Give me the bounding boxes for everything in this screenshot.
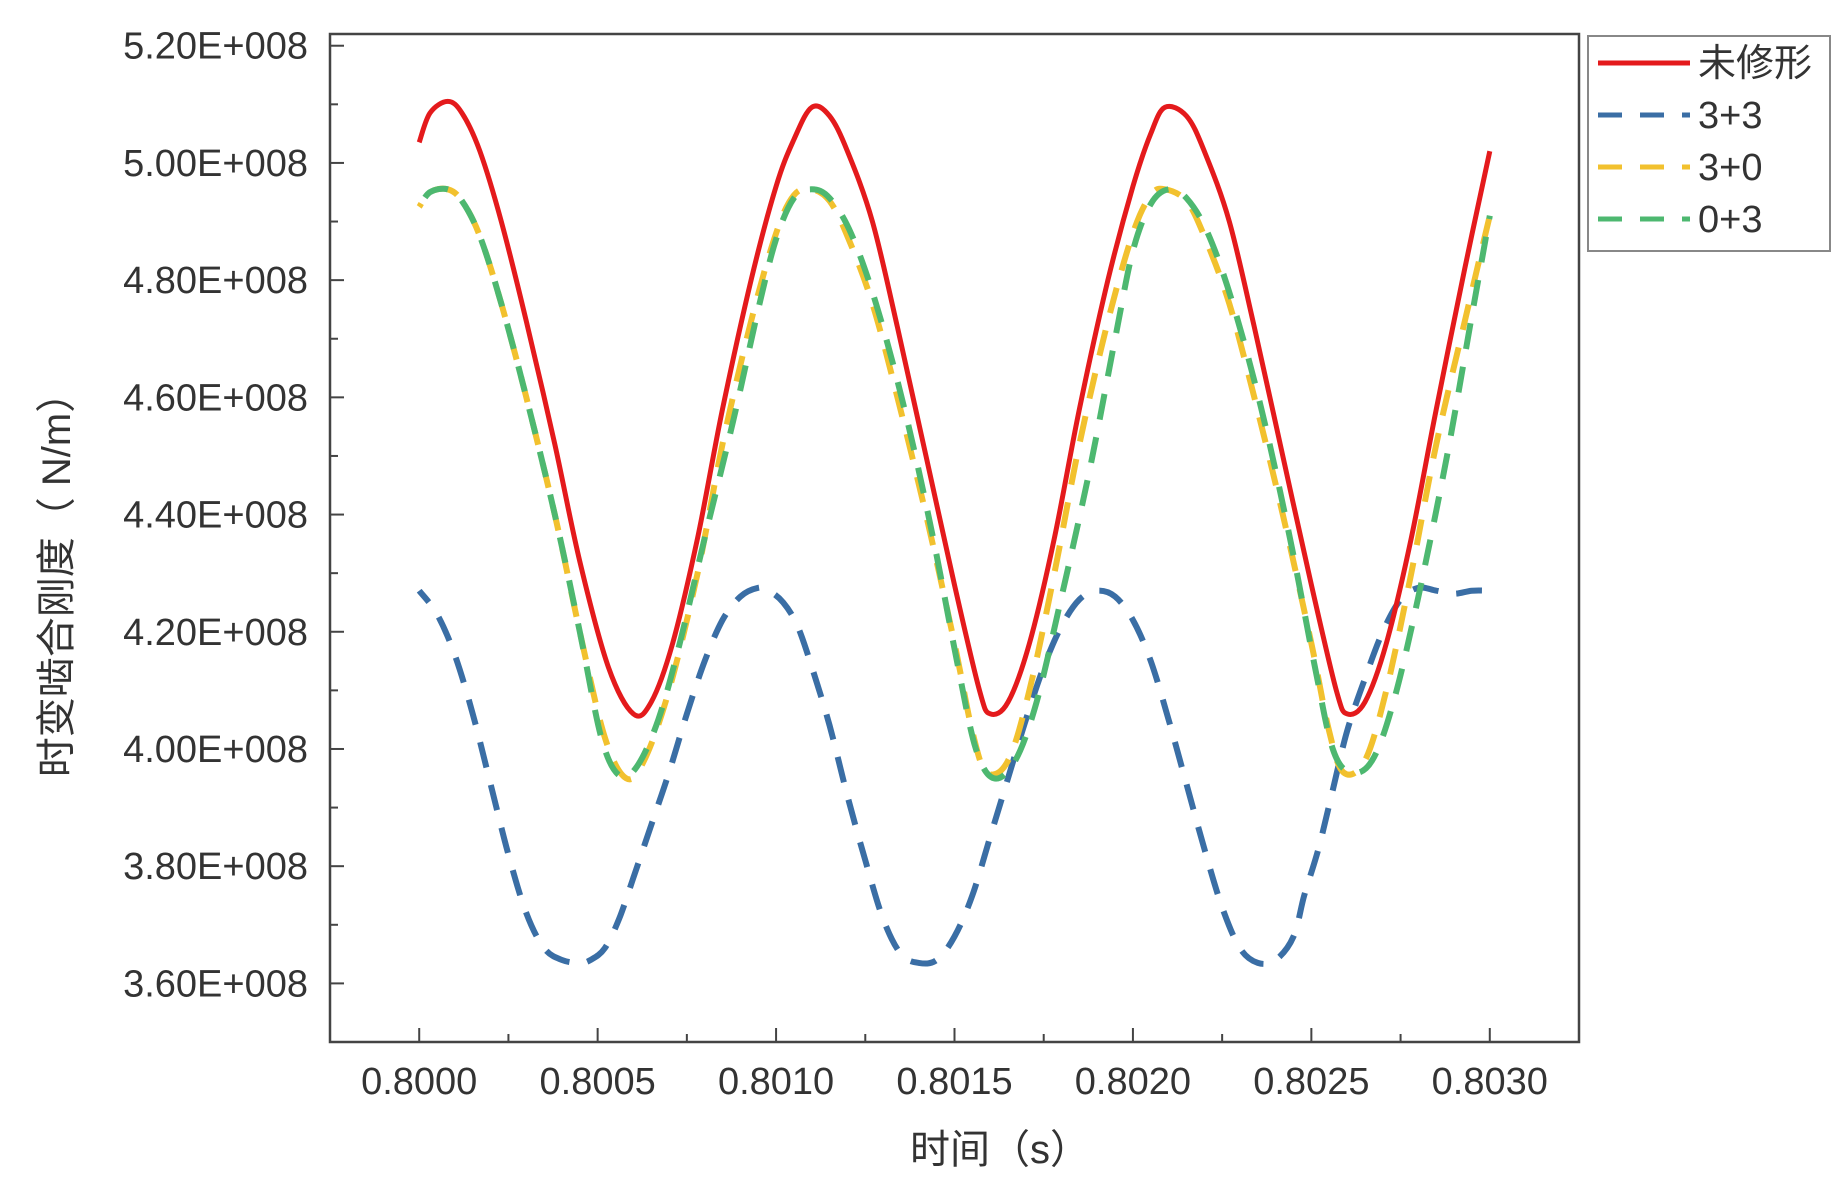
y-tick-label: 4.20E+008 [123,612,308,654]
x-axis-title: 时间（s） [910,1128,1090,1172]
x-tick-label: 0.8005 [540,1061,656,1103]
legend: 未修形 3+3 3+0 0+3 [1587,35,1831,252]
legend-label-3: 3+0 [1698,147,1762,189]
series-line-1 [416,98,1493,719]
y-tick-label: 3.60E+008 [123,963,308,1005]
y-tick-label: 3.80E+008 [123,846,308,888]
series-line-4 [416,185,1493,782]
y-tick-label: 4.80E+008 [123,260,308,302]
x-tick-label: 0.8010 [718,1061,834,1103]
legend-label-4: 0+3 [1698,199,1762,241]
series-line-2 [416,584,1490,967]
x-tick-label: 0.8025 [1253,1061,1369,1103]
x-axis-tick-labels: 0.8000 0.8005 0.8010 0.8015 0.8020 0.8025 0.80… [361,1061,1548,1103]
series-line-3 [416,185,1493,783]
y-tick-label: 5.20E+008 [123,26,308,68]
y-axis-ticks [330,44,344,985]
y-tick-label: 4.40E+008 [123,495,308,537]
legend-frame [1587,35,1831,252]
x-tick-label: 0.8000 [361,1061,477,1103]
y-tick-label: 4.60E+008 [123,377,308,419]
y-axis-tick-labels: 3.60E+008 3.80E+008 4.00E+008 4.20E+008 4.40… [123,26,308,1006]
x-tick-label: 0.8015 [896,1061,1012,1103]
y-axis-title: 时变啮合刚度（ N/m） [35,373,79,777]
series-layer [416,98,1493,967]
y-tick-label: 4.00E+008 [123,729,308,771]
x-axis-ticks [418,1028,1491,1042]
legend-label-1: 未修形 [1698,43,1812,85]
x-tick-label: 0.8030 [1432,1061,1548,1103]
legend-label-2: 3+3 [1698,95,1762,137]
x-tick-label: 0.8020 [1075,1061,1191,1103]
y-tick-label: 5.00E+008 [123,143,308,185]
